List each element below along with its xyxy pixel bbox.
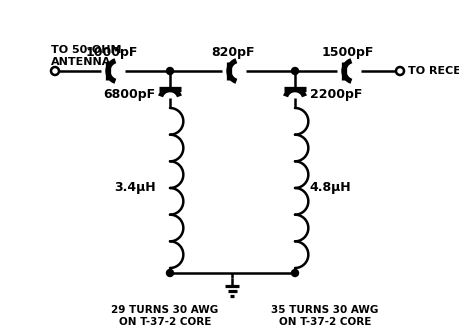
Text: 820pF: 820pF	[211, 46, 254, 59]
Text: 4.8μH: 4.8μH	[308, 181, 350, 195]
Circle shape	[291, 68, 298, 75]
Text: TO 50-OHM
ANTENNA: TO 50-OHM ANTENNA	[51, 45, 121, 67]
Text: 35 TURNS 30 AWG
ON T-37-2 CORE: 35 TURNS 30 AWG ON T-37-2 CORE	[271, 305, 378, 327]
Circle shape	[166, 269, 173, 277]
Text: 6800pF: 6800pF	[103, 88, 155, 101]
Text: 2200pF: 2200pF	[309, 88, 362, 101]
Circle shape	[51, 67, 59, 75]
Text: 1000pF: 1000pF	[86, 46, 138, 59]
Text: 3.4μH: 3.4μH	[114, 181, 156, 195]
Text: 1500pF: 1500pF	[321, 46, 373, 59]
Circle shape	[395, 67, 403, 75]
Circle shape	[291, 269, 298, 277]
Text: TO RECEIVER: TO RECEIVER	[407, 66, 459, 76]
Text: 29 TURNS 30 AWG
ON T-37-2 CORE: 29 TURNS 30 AWG ON T-37-2 CORE	[111, 305, 218, 327]
Circle shape	[166, 68, 173, 75]
